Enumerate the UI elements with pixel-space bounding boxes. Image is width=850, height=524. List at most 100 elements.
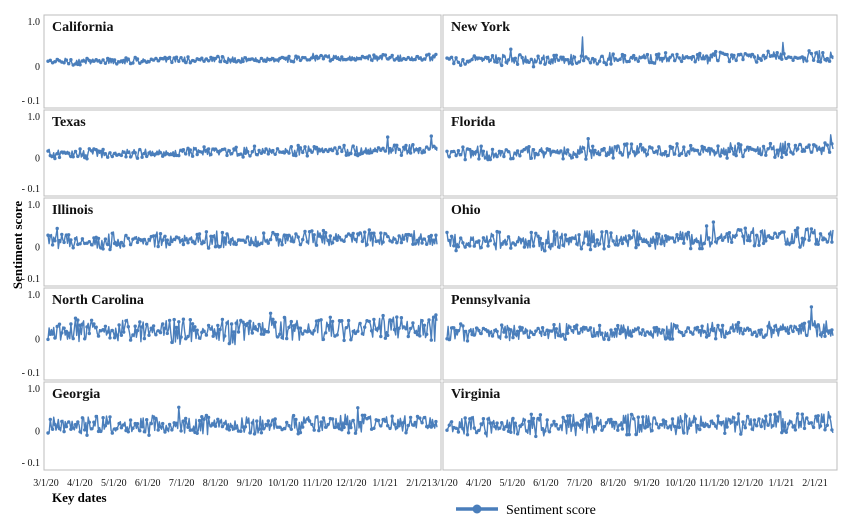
data-point bbox=[752, 330, 757, 334]
data-point bbox=[85, 157, 89, 161]
data-point bbox=[225, 232, 229, 236]
data-point bbox=[531, 244, 536, 248]
data-point bbox=[287, 151, 291, 155]
data-point bbox=[342, 239, 346, 243]
data-point bbox=[506, 150, 511, 154]
data-point bbox=[750, 427, 754, 431]
data-point bbox=[122, 423, 126, 427]
data-point bbox=[80, 416, 85, 420]
data-point bbox=[342, 143, 346, 148]
data-point bbox=[550, 58, 554, 62]
data-point bbox=[287, 54, 291, 59]
data-point bbox=[547, 147, 552, 152]
data-point bbox=[477, 428, 481, 433]
data-point bbox=[534, 231, 538, 235]
data-point bbox=[115, 427, 119, 431]
data-point bbox=[689, 423, 693, 427]
data-point bbox=[200, 56, 204, 60]
data-point bbox=[531, 65, 536, 69]
data-point bbox=[493, 424, 497, 429]
data-point bbox=[625, 142, 629, 146]
data-point bbox=[793, 325, 798, 329]
data-point bbox=[643, 148, 647, 152]
data-point bbox=[714, 49, 718, 54]
data-point bbox=[720, 323, 725, 328]
axis-layer: 3/1/20 4/1/20 5/1/20 6/1/20 7/1/20 8/1/20 9/1/… bbox=[33, 478, 828, 489]
data-point bbox=[481, 57, 486, 61]
data-point bbox=[218, 59, 222, 64]
data-point bbox=[759, 152, 763, 157]
data-point bbox=[408, 415, 413, 420]
data-point bbox=[586, 328, 590, 332]
data-point bbox=[702, 329, 706, 334]
data-point bbox=[545, 55, 549, 60]
data-point bbox=[353, 431, 358, 435]
data-point bbox=[126, 236, 130, 240]
data-point bbox=[154, 416, 158, 421]
data-point bbox=[62, 240, 66, 245]
data-point bbox=[784, 152, 788, 157]
data-point bbox=[154, 234, 158, 238]
data-point bbox=[60, 419, 64, 424]
data-point bbox=[552, 323, 556, 327]
data-point bbox=[342, 425, 346, 430]
data-point bbox=[673, 240, 677, 244]
data-point bbox=[459, 424, 463, 429]
data-point bbox=[78, 63, 82, 67]
data-point bbox=[220, 317, 225, 322]
data-point bbox=[239, 429, 243, 433]
data-point bbox=[131, 426, 135, 430]
data-point bbox=[821, 51, 825, 55]
panel-virginia: Virginia bbox=[442, 381, 838, 471]
data-point bbox=[78, 242, 82, 246]
data-point bbox=[452, 61, 456, 66]
data-point bbox=[165, 427, 169, 431]
data-point bbox=[372, 53, 376, 57]
data-point bbox=[657, 327, 661, 331]
data-point bbox=[830, 428, 834, 432]
data-point bbox=[816, 414, 820, 418]
data-point bbox=[515, 149, 520, 153]
data-point bbox=[789, 55, 793, 60]
data-point bbox=[346, 318, 351, 323]
data-point bbox=[506, 235, 511, 239]
data-point bbox=[390, 53, 394, 58]
data-point bbox=[743, 328, 747, 332]
data-point bbox=[636, 415, 640, 419]
data-point bbox=[360, 332, 365, 336]
data-point bbox=[522, 147, 527, 152]
data-point bbox=[142, 430, 147, 434]
data-point bbox=[757, 56, 761, 61]
data-point bbox=[588, 149, 593, 153]
data-point bbox=[110, 431, 115, 435]
data-point bbox=[301, 150, 305, 155]
data-point bbox=[335, 151, 339, 156]
data-point bbox=[239, 152, 243, 156]
data-point bbox=[156, 428, 160, 432]
data-point bbox=[429, 425, 433, 429]
panel-ohio: Ohio bbox=[442, 197, 838, 287]
data-point bbox=[291, 60, 296, 64]
data-point bbox=[294, 417, 298, 422]
data-point bbox=[124, 319, 128, 323]
data-point bbox=[454, 153, 458, 158]
data-point bbox=[216, 417, 220, 421]
data-point bbox=[89, 318, 94, 322]
data-point bbox=[679, 151, 684, 156]
data-point bbox=[209, 327, 213, 331]
data-point bbox=[484, 156, 488, 160]
data-point bbox=[301, 332, 305, 336]
data-point bbox=[463, 329, 467, 334]
data-point bbox=[287, 424, 291, 428]
data-point bbox=[470, 57, 474, 62]
data-point bbox=[303, 56, 307, 60]
data-point bbox=[149, 326, 153, 330]
data-point bbox=[566, 331, 570, 335]
data-point bbox=[223, 421, 227, 425]
data-point bbox=[200, 150, 204, 154]
data-point bbox=[328, 315, 332, 319]
data-point bbox=[390, 240, 394, 244]
data-point bbox=[202, 329, 206, 333]
data-point bbox=[748, 422, 752, 426]
data-point bbox=[326, 422, 330, 427]
